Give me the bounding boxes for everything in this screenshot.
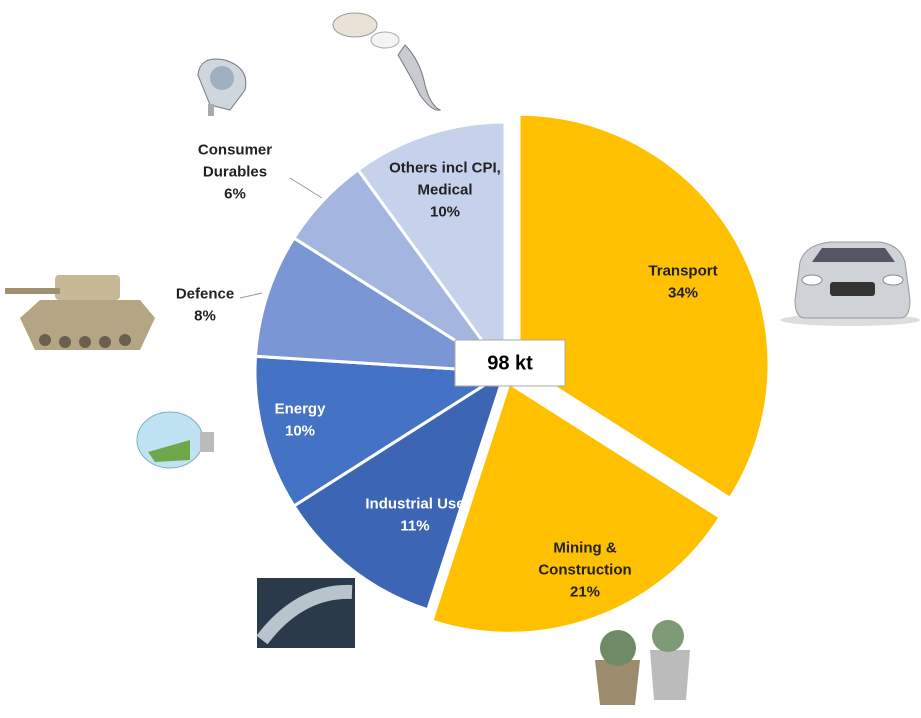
category-label: Consumer Durables: [197, 141, 273, 181]
category-label: Transport: [648, 262, 718, 280]
pie-slice: [429, 380, 723, 635]
category-label: Defence: [175, 285, 235, 303]
car-icon: [780, 241, 920, 326]
slice-label: Defence 8%: [165, 283, 245, 327]
pie-slice: [291, 368, 508, 612]
value-label: 6%: [224, 184, 246, 202]
pie-slice: [517, 112, 771, 501]
tank-icon: [5, 275, 155, 350]
category-label: Industrial Use: [365, 495, 465, 513]
bulb-icon: [136, 411, 214, 469]
slice-label: Consumer Durables 6%: [180, 139, 290, 204]
slice-label: Others incl CPI, Medical 10%: [385, 157, 505, 222]
category-label: Mining & Construction: [538, 539, 632, 579]
slice-label: Energy 10%: [255, 398, 345, 442]
pie-slice: [253, 235, 506, 374]
value-label: 10%: [284, 422, 316, 439]
pie-slice: [253, 354, 510, 509]
category-label: Energy: [274, 400, 326, 418]
lamp-icon: [197, 58, 247, 116]
icons: [5, 12, 920, 705]
implant-icon: [332, 12, 442, 111]
slice-label: Industrial Use 11%: [365, 493, 465, 537]
value-label: 8%: [194, 307, 216, 324]
center-label: 98 kt: [487, 352, 533, 374]
slice-label: Transport 34%: [628, 260, 738, 304]
pie-slice: [355, 120, 507, 377]
value-label: 21%: [569, 582, 601, 600]
value-label: 34%: [667, 284, 699, 301]
leader-line: [289, 177, 323, 199]
plants-icon: [595, 620, 690, 705]
slices: [253, 112, 771, 635]
leader-line: [239, 292, 263, 299]
saw-icon: [256, 578, 355, 648]
value-label: 11%: [400, 517, 430, 534]
value-label: 10%: [429, 202, 461, 220]
slice-label: Mining & Construction 21%: [520, 537, 650, 602]
category-label: Others incl CPI, Medical: [389, 159, 501, 199]
center-box: [454, 339, 566, 387]
